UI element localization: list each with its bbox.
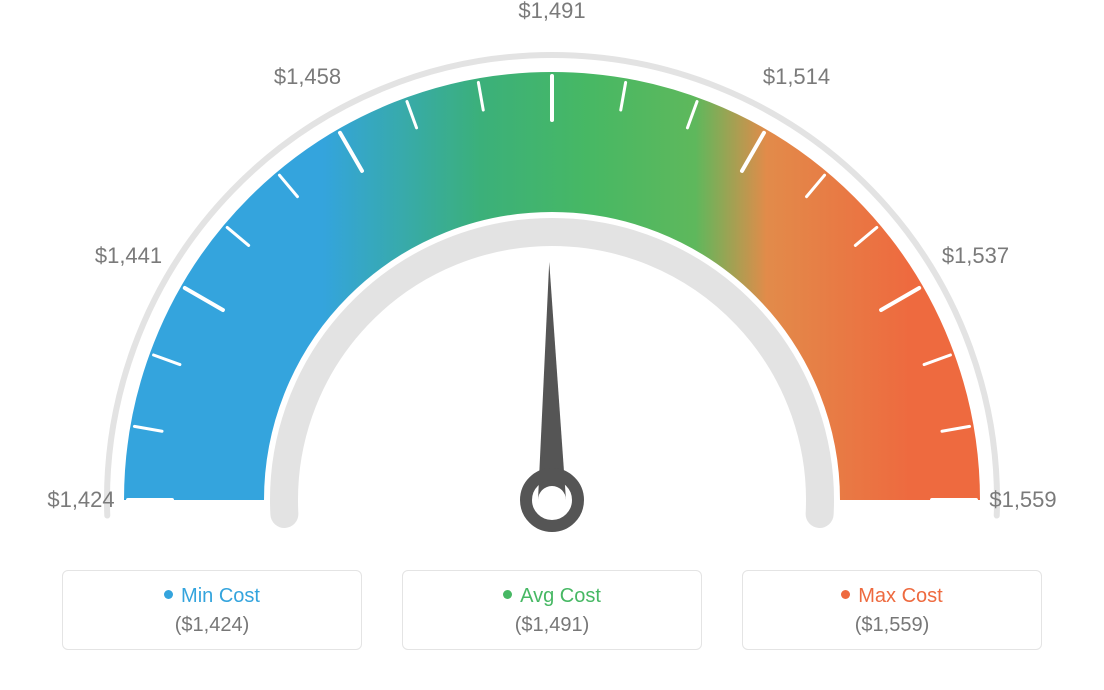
legend-card-min: Min Cost ($1,424)	[62, 570, 362, 650]
legend-max-value: ($1,559)	[753, 614, 1031, 637]
legend-avg-title: Avg Cost	[413, 585, 691, 608]
gauge-tick-label: $1,537	[942, 243, 1009, 269]
legend-avg-label: Avg Cost	[520, 585, 601, 607]
legend-avg-value: ($1,491)	[413, 614, 691, 637]
dot-icon	[164, 590, 173, 599]
gauge-tick-label: $1,424	[47, 487, 114, 513]
gauge-tick-label: $1,458	[274, 64, 341, 90]
gauge-tick-label: $1,491	[518, 0, 585, 24]
legend-max-label: Max Cost	[858, 585, 942, 607]
gauge-tick-label: $1,441	[95, 243, 162, 269]
legend-min-title: Min Cost	[73, 585, 351, 608]
legend-min-label: Min Cost	[181, 585, 260, 607]
gauge-tick-label: $1,514	[763, 64, 830, 90]
legend-max-title: Max Cost	[753, 585, 1031, 608]
dot-icon	[503, 590, 512, 599]
legend-min-value: ($1,424)	[73, 614, 351, 637]
legend-row: Min Cost ($1,424) Avg Cost ($1,491) Max …	[0, 570, 1104, 650]
legend-card-max: Max Cost ($1,559)	[742, 570, 1042, 650]
gauge-tick-label: $1,559	[989, 487, 1056, 513]
legend-card-avg: Avg Cost ($1,491)	[402, 570, 702, 650]
dot-icon	[841, 590, 850, 599]
gauge-chart: $1,424 $1,441 $1,458 $1,491 $1,514 $1,537 $1,5…	[0, 0, 1104, 560]
gauge-svg	[0, 0, 1104, 560]
